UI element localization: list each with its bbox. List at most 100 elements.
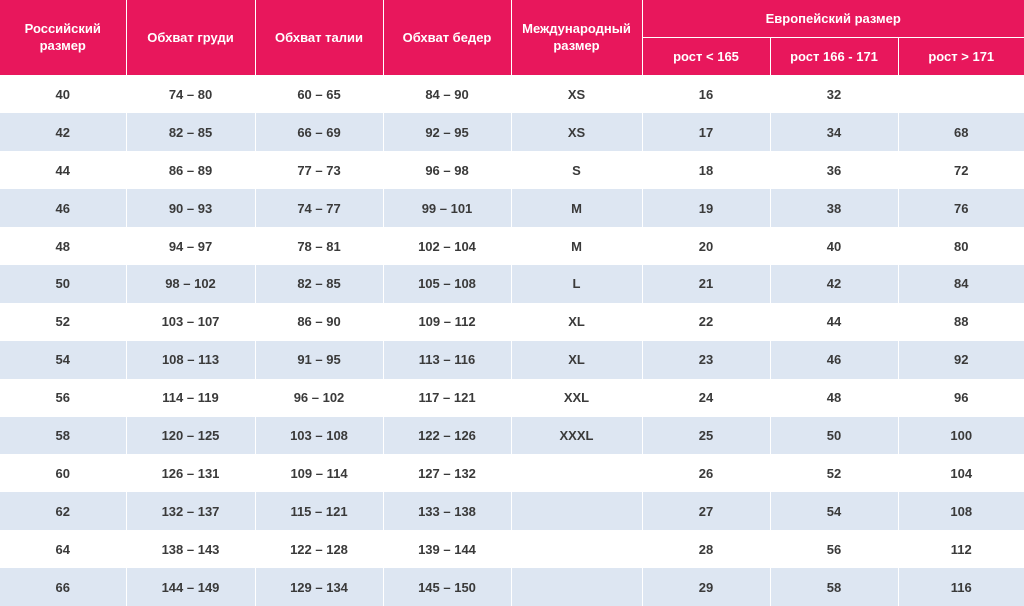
- header-row: рост < 165 рост 166 - 171 рост > 171: [0, 37, 1024, 76]
- table-cell: 18: [642, 151, 771, 190]
- table-cell: 32: [770, 75, 899, 114]
- table-cell: 117 – 121: [383, 378, 512, 417]
- table-cell: 50: [0, 264, 127, 303]
- table-cell: 60 – 65: [255, 75, 384, 114]
- table-cell: 40: [0, 75, 127, 114]
- table-cell: 102 – 104: [383, 227, 512, 265]
- table-cell: [511, 492, 643, 531]
- table-cell: 84: [898, 264, 1024, 303]
- table-cell: 114 – 119: [126, 378, 256, 417]
- table-cell: 23: [642, 340, 771, 379]
- table-cell: 77 – 73: [255, 151, 384, 190]
- table-cell: 21: [642, 264, 771, 303]
- table-cell: 80: [954, 238, 969, 254]
- table-cell: 76: [898, 189, 1024, 228]
- table-cell: 42: [0, 113, 127, 152]
- table-cell: 17: [642, 113, 771, 152]
- header-cell: Обхват талии: [254, 0, 384, 76]
- table-cell: 139 – 144: [383, 530, 512, 569]
- table-row: 44 86 – 89 77 – 73 96 – 98 S 18 36 72: [0, 151, 1024, 190]
- table-cell: 58: [0, 416, 127, 455]
- table-cell: 138 – 143: [126, 530, 256, 569]
- table-body: 40 74 – 80 60 – 65 84 – 90 XS 16 32 42 82 – 85 66…: [0, 75, 1024, 606]
- table-cell: 44: [0, 151, 127, 190]
- table-cell: [511, 454, 643, 493]
- table-cell: 99 – 101: [383, 189, 512, 228]
- header-cell: Российский размер: [0, 0, 127, 76]
- table-cell: XS: [511, 75, 643, 114]
- header-row: Российский размер Обхват груди Обхват та…: [0, 0, 1024, 76]
- table-cell: 86 – 89: [126, 151, 256, 190]
- table-cell: 25: [642, 416, 771, 455]
- table-cell: 113 – 116: [383, 340, 512, 379]
- table-cell: 60: [0, 454, 127, 493]
- table-cell: M: [511, 227, 643, 265]
- table-cell: 103 – 107: [126, 302, 256, 341]
- table-row: 56 114 – 119 96 – 102 117 – 121 XXL 24 48 96: [0, 378, 1024, 417]
- table-cell: 98 – 102: [126, 264, 256, 303]
- table-cell: 29: [642, 568, 771, 606]
- table-cell: 91 – 95: [255, 340, 384, 379]
- table-cell: XXL: [511, 378, 643, 417]
- table-cell: 96: [954, 390, 969, 406]
- table-cell: 28: [642, 530, 771, 569]
- table-cell: 120 – 125: [126, 416, 256, 455]
- table-cell: [511, 568, 643, 606]
- header-cell: Обхват бедер: [382, 0, 512, 76]
- table-cell: 62: [0, 492, 127, 531]
- header-cell: рост 166 - 171: [769, 37, 899, 76]
- table-cell: 54: [0, 340, 127, 379]
- table-cell: 84 – 90: [383, 75, 512, 114]
- table-cell: 46: [0, 189, 127, 228]
- table-cell: 58: [770, 568, 899, 606]
- table-cell: XL: [511, 302, 643, 341]
- table-cell: 16: [642, 75, 771, 114]
- table-cell: 112: [950, 541, 972, 557]
- table-cell: 105 – 108: [383, 264, 512, 303]
- table-cell: 66: [0, 568, 127, 606]
- table-cell: 46: [770, 340, 899, 379]
- table-cell: 108 – 113: [126, 340, 256, 379]
- header-cell: Международный размер: [510, 0, 643, 76]
- table-cell: 38: [770, 189, 899, 228]
- table-cell: 88: [954, 314, 969, 330]
- table-cell: 90 – 93: [126, 189, 256, 228]
- table-cell: 24: [642, 378, 771, 417]
- table-cell: 100: [898, 416, 1024, 455]
- table-cell: [511, 530, 643, 569]
- header-cell: Европейский размер: [641, 0, 1024, 38]
- table-cell: 132 – 137: [126, 492, 256, 531]
- table-row: 66 144 – 149 129 – 134 145 – 150 29 58 116: [0, 568, 1024, 606]
- table-cell: 82 – 85: [255, 264, 384, 303]
- table-cell: 27: [642, 492, 771, 531]
- table-cell: 52: [770, 454, 899, 493]
- table-cell: L: [511, 264, 643, 303]
- table-cell: 66 – 69: [255, 113, 384, 152]
- table-row: 46 90 – 93 74 – 77 99 – 101 M 19 38 76: [0, 189, 1024, 228]
- table-cell: 96 – 98: [383, 151, 512, 190]
- table-row: 42 82 – 85 66 – 69 92 – 95 XS 17 34 68: [0, 113, 1024, 152]
- table-cell: 145 – 150: [383, 568, 512, 606]
- table-cell: 92: [898, 340, 1024, 379]
- table-row: 52 103 – 107 86 – 90 109 – 112 XL 22 44 88: [0, 302, 1024, 341]
- table-cell: 19: [642, 189, 771, 228]
- table-cell: 78 – 81: [255, 227, 384, 265]
- table-row: 64 138 – 143 122 – 128 139 – 144 28 56 112: [0, 530, 1024, 569]
- table-cell: 56: [0, 378, 127, 417]
- table-cell: 72: [954, 162, 969, 178]
- table-cell: 92 – 95: [383, 113, 512, 152]
- table-cell: M: [511, 189, 643, 228]
- table-cell: 116: [898, 568, 1024, 606]
- table-cell: 96 – 102: [255, 378, 384, 417]
- table-cell: 22: [642, 302, 771, 341]
- table-cell: 64: [0, 530, 127, 569]
- table-cell: 122 – 128: [255, 530, 384, 569]
- table-cell: 129 – 134: [255, 568, 384, 606]
- table-cell: 48: [0, 227, 127, 265]
- table-cell: S: [511, 151, 643, 190]
- table-row: 58 120 – 125 103 – 108 122 – 126 XXXL 25 50 100: [0, 416, 1024, 455]
- table-cell: 127 – 132: [383, 454, 512, 493]
- table-cell: 48: [770, 378, 899, 417]
- table-cell: 144 – 149: [126, 568, 256, 606]
